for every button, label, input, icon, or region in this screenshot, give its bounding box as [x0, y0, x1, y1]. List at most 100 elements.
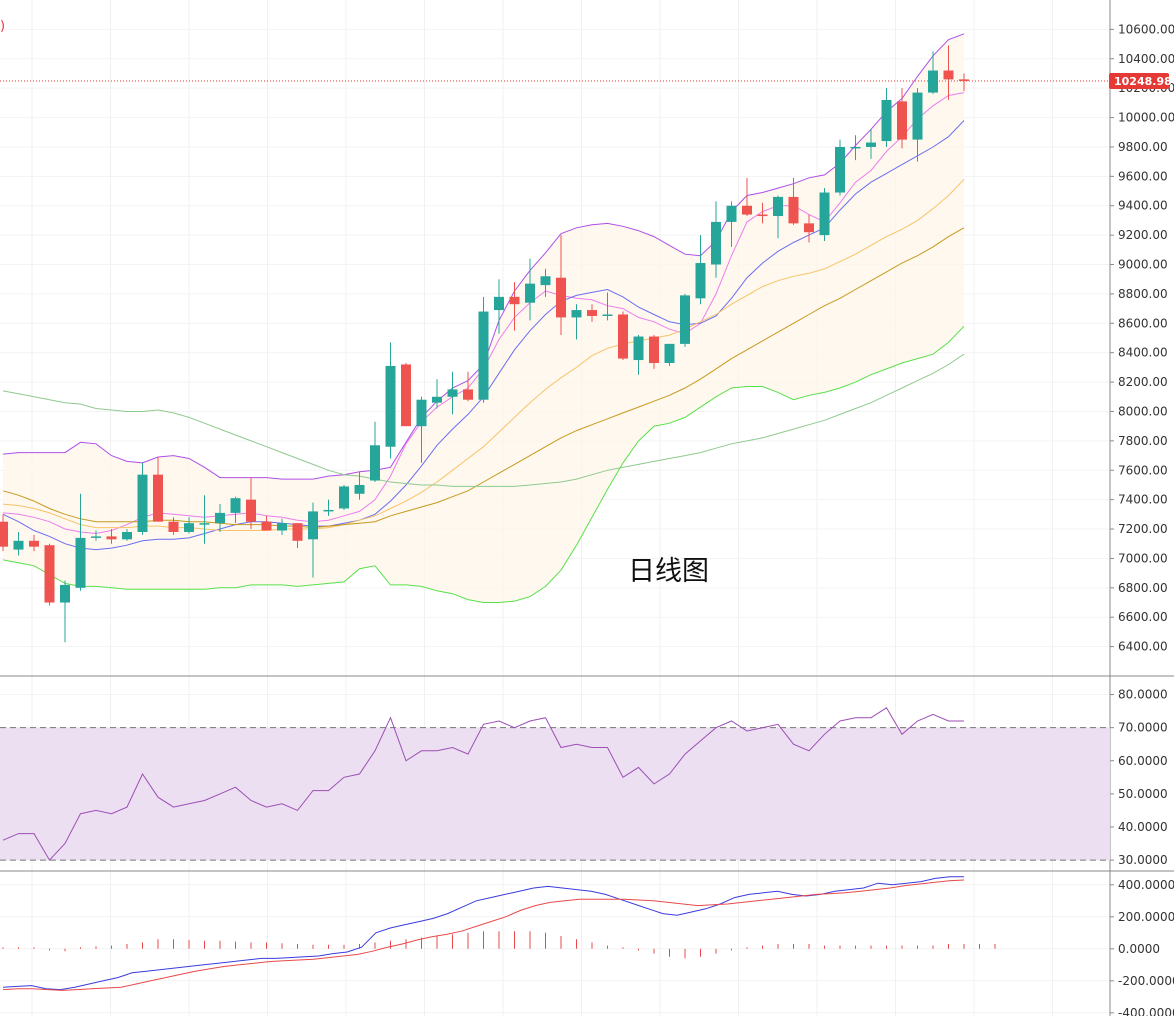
- candle-body: [354, 484, 365, 494]
- axis-tick: 10600.00: [1110, 22, 1174, 36]
- axis-tick: 60.0000: [1110, 754, 1168, 768]
- axis-tick: 10400.00: [1110, 52, 1174, 66]
- candle-body: [478, 311, 489, 400]
- macd-panel: [2, 876, 996, 991]
- candle: [897, 88, 907, 149]
- candle-body: [556, 277, 566, 318]
- candle: [277, 518, 287, 535]
- candle: [153, 457, 163, 522]
- axis-tick: 40.0000: [1110, 820, 1168, 834]
- axis-tick-label: 7000.00: [1118, 551, 1168, 565]
- price-axis[interactable]: 10600.0010400.0010200.0010000.009800.009…: [1110, 22, 1174, 1016]
- candle: [478, 296, 489, 403]
- candle: [711, 201, 721, 278]
- ma_long-line: [2, 353, 965, 487]
- candle: [633, 335, 644, 375]
- candle: [835, 139, 845, 196]
- ma_slow-line: [2, 227, 965, 529]
- candle: [850, 135, 861, 161]
- current-price-tag-bg: [1109, 73, 1169, 89]
- axis-tick-label: 9000.00: [1118, 258, 1168, 272]
- axis-tick-label: 6400.00: [1118, 640, 1168, 654]
- candle-body: [91, 536, 101, 538]
- candle-body: [695, 263, 706, 299]
- candle: [928, 51, 938, 95]
- axis-tick: 200.0000: [1110, 910, 1174, 924]
- candle: [0, 514, 8, 552]
- axis-tick-label: 60.0000: [1118, 754, 1168, 768]
- axis-tick-label: -200.0000: [1118, 974, 1174, 988]
- candle: [44, 543, 55, 606]
- candle-body: [370, 445, 380, 481]
- axis-tick-label: 7800.00: [1118, 434, 1168, 448]
- axis-tick: 0.0000: [1110, 942, 1160, 956]
- candle-body: [959, 79, 969, 81]
- axis-tick: 70.0000: [1110, 721, 1168, 735]
- candle-body: [633, 336, 644, 361]
- axis-tick-label: 50.0000: [1118, 787, 1168, 801]
- candle: [416, 396, 427, 463]
- candle: [618, 311, 628, 361]
- candlesticks[interactable]: [0, 45, 969, 643]
- candle-body: [230, 498, 241, 513]
- candle: [959, 73, 969, 92]
- candle-body: [277, 523, 287, 531]
- axis-tick: 9000.00: [1110, 258, 1168, 272]
- current-price-value: 10248.98: [1114, 75, 1172, 88]
- candle: [432, 379, 442, 409]
- candle: [339, 484, 349, 510]
- candle: [866, 129, 876, 159]
- candle-body: [385, 365, 396, 447]
- candle-body: [540, 276, 551, 286]
- candle-body: [571, 310, 582, 318]
- axis-tick: 7400.00: [1110, 493, 1168, 507]
- candle: [75, 493, 86, 591]
- axis-tick-label: 8000.00: [1118, 404, 1168, 418]
- axis-tick: 9400.00: [1110, 199, 1168, 213]
- axis-tick-label: 10000.00: [1118, 111, 1174, 125]
- axis-tick-label: 8600.00: [1118, 316, 1168, 330]
- candle-body: [60, 584, 70, 603]
- rsi-band-area: [0, 727, 1110, 861]
- candle-body: [680, 295, 690, 344]
- candle-body: [432, 396, 442, 403]
- candle-body: [106, 536, 117, 540]
- candle: [60, 580, 70, 643]
- candle-body: [122, 531, 132, 540]
- candle-body: [664, 343, 675, 363]
- axis-tick-label: 6800.00: [1118, 581, 1168, 595]
- ma_mid-line: [2, 178, 965, 531]
- candle-body: [602, 314, 613, 316]
- rsi-line: [2, 707, 964, 861]
- candle-body: [323, 509, 334, 512]
- candle-body: [726, 205, 737, 222]
- candle: [649, 335, 659, 369]
- bb_lower_a-line: [2, 325, 965, 603]
- axis-tick-label: 80.0000: [1118, 688, 1168, 702]
- candle-body: [494, 296, 504, 311]
- candle: [788, 177, 799, 225]
- candle: [695, 235, 706, 305]
- candle: [13, 531, 24, 556]
- candle-body: [168, 521, 179, 532]
- candle: [385, 342, 396, 459]
- candle: [757, 202, 768, 224]
- candle: [680, 293, 690, 347]
- candle: [168, 517, 179, 535]
- candle: [323, 499, 334, 516]
- candle: [881, 88, 892, 147]
- candle-body: [29, 540, 39, 547]
- candle: [587, 304, 597, 322]
- candle: [773, 195, 783, 239]
- axis-tick-label: 40.0000: [1118, 820, 1168, 834]
- corner-mark: ): [0, 19, 5, 34]
- candle-body: [0, 521, 8, 547]
- candle-body: [308, 511, 318, 540]
- axis-tick: 7200.00: [1110, 522, 1168, 536]
- candle: [308, 502, 318, 578]
- candle-body: [44, 545, 55, 603]
- candle: [509, 282, 520, 331]
- axis-tick-label: 200.0000: [1118, 910, 1174, 924]
- axis-tick: 6600.00: [1110, 610, 1168, 624]
